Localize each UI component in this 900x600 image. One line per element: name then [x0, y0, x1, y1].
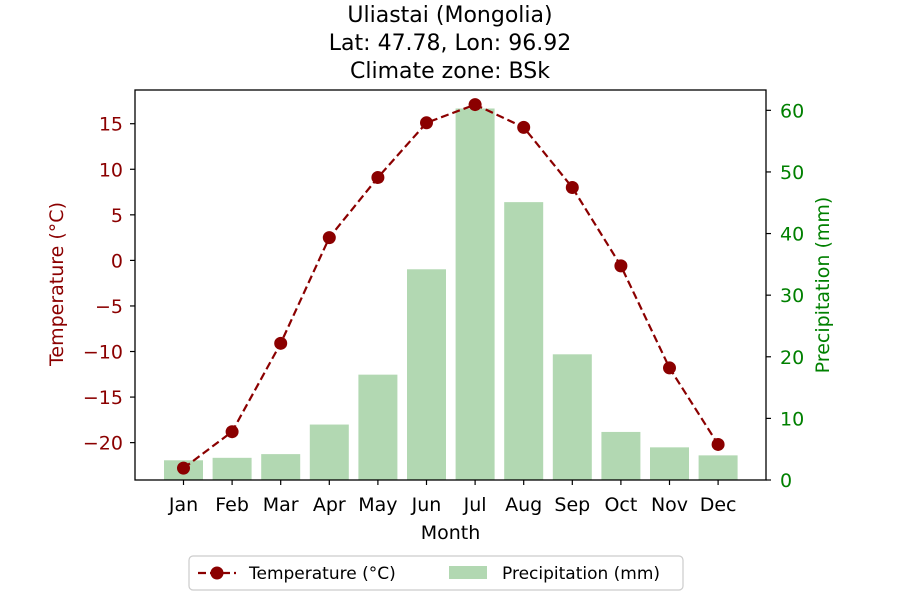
temperature-point — [420, 116, 433, 130]
x-tick-label: Oct — [604, 494, 637, 516]
right-tick-label: 50 — [780, 162, 804, 184]
precipitation-bar — [309, 424, 349, 480]
temperature-point — [517, 120, 531, 134]
temperature-point — [711, 437, 725, 451]
x-tick-label: Jul — [463, 494, 487, 516]
right-tick-label: 20 — [780, 347, 804, 369]
precipitation-bars — [164, 108, 738, 481]
precipitation-bar — [261, 454, 301, 480]
temperature-point — [565, 181, 579, 194]
temperature-point — [468, 98, 482, 112]
x-axis-label: Month — [421, 522, 481, 544]
plot-frame — [134, 89, 767, 481]
right-tick-label: 60 — [780, 100, 804, 122]
left-tick-label: −15 — [83, 387, 123, 409]
x-tick-label: Feb — [215, 494, 249, 516]
legend: Temperature (°C) Precipitation (mm) — [188, 555, 684, 591]
left-axis-label: Temperature (°C) — [46, 202, 68, 367]
legend-temperature-label: Temperature (°C) — [248, 564, 396, 584]
left-tick-label: 10 — [99, 159, 123, 181]
precipitation-bar — [650, 447, 689, 480]
legend-box — [188, 555, 684, 591]
temperature-point — [371, 170, 385, 184]
temperature-line — [177, 98, 725, 475]
right-axis-label: Precipitation (mm) — [812, 197, 834, 374]
precipitation-bar — [358, 374, 398, 480]
axes: Jan Feb Mar Apr May Jun Jul Aug Sep Oct Nov Dec Mont… — [46, 89, 834, 544]
temperature-point — [663, 361, 676, 375]
left-tick-label: 0 — [111, 250, 123, 272]
precipitation-bar — [601, 431, 641, 480]
temperature-point — [322, 231, 336, 245]
x-tick-label: Mar — [263, 494, 299, 516]
title-line: Lat: 47.78, Lon: 96.92 — [329, 31, 571, 56]
x-tick-label: Sep — [554, 494, 590, 516]
x-tick-label: Jan — [168, 494, 198, 516]
right-tick-label: 10 — [780, 408, 804, 430]
precipitation-bar — [455, 108, 495, 481]
left-tick-label: −20 — [83, 433, 123, 455]
x-tick-label: Jun — [411, 494, 442, 516]
left-tick-label: −10 — [83, 342, 123, 364]
precipitation-bar — [552, 354, 592, 480]
precipitation-bar — [212, 457, 252, 480]
title-line: Climate zone: BSk — [350, 59, 550, 84]
left-tick-label: 5 — [111, 205, 123, 227]
x-tick-label: Apr — [313, 494, 346, 516]
temperature-point — [614, 259, 628, 273]
right-tick-label: 30 — [780, 285, 804, 307]
x-tick-label: May — [358, 494, 397, 516]
x-tick-label: Dec — [700, 494, 737, 516]
legend-temperature-marker — [210, 566, 224, 580]
temperature-point — [225, 425, 239, 439]
temperature-point — [177, 461, 190, 475]
precipitation-bar — [504, 202, 544, 481]
legend-precipitation-label: Precipitation (mm) — [502, 564, 660, 584]
left-tick-label: −5 — [95, 296, 123, 318]
right-tick-label: 40 — [780, 224, 804, 246]
x-tick-label: Nov — [651, 494, 688, 516]
temperature-series-line — [182, 103, 720, 470]
precipitation-bar — [698, 455, 738, 480]
right-tick-label: 0 — [780, 470, 792, 492]
title-line: Uliastai (Mongolia) — [347, 3, 552, 28]
chart-title: Uliastai (Mongolia) Lat: 47.78, Lon: 96.9… — [329, 3, 571, 84]
temperature-point — [274, 336, 288, 350]
legend-precipitation-swatch — [449, 566, 487, 579]
left-tick-label: 15 — [99, 114, 123, 136]
x-tick-label: Aug — [505, 494, 542, 516]
precipitation-bar — [407, 269, 446, 480]
